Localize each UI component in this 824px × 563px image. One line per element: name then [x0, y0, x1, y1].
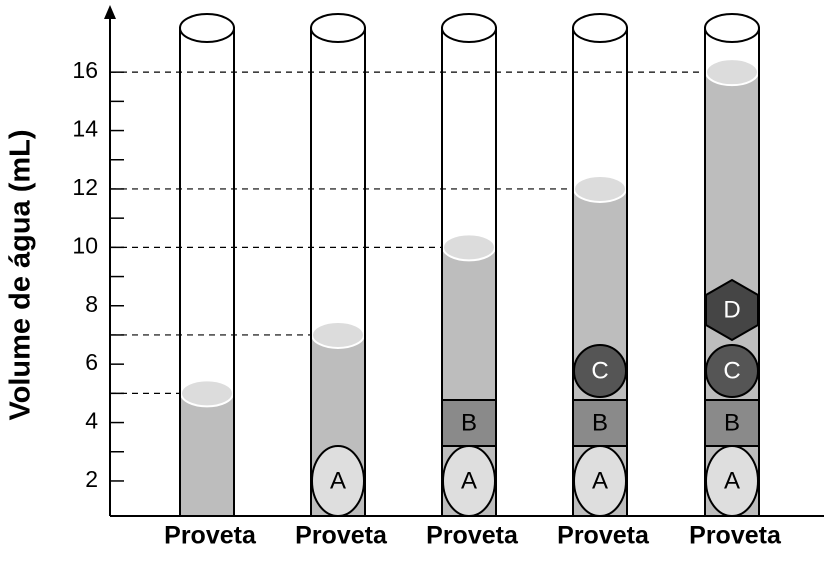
water-surface	[180, 379, 234, 408]
x-tick-label: Proveta	[557, 522, 650, 550]
object-label: A	[592, 467, 608, 494]
object-c	[705, 344, 759, 398]
water-surface	[705, 58, 759, 87]
water-surface	[442, 233, 496, 262]
object-label: A	[461, 467, 477, 494]
cylinder-top	[441, 13, 497, 43]
y-tick-label: 6	[85, 349, 98, 375]
x-tick-label: Proveta	[689, 522, 782, 550]
y-tick-label: 12	[72, 174, 98, 200]
object-label: C	[723, 357, 740, 384]
object-b	[704, 399, 760, 447]
y-tick-label: 2	[85, 466, 98, 492]
y-tick-label: 10	[72, 232, 98, 258]
object-label: A	[330, 467, 346, 494]
cylinder-top	[179, 13, 235, 43]
y-axis-label: Volume de água (mL)	[5, 129, 37, 420]
object-label: B	[461, 409, 477, 436]
object-label: B	[724, 409, 740, 436]
x-tick-label: Proveta	[426, 522, 519, 550]
cylinder-top	[310, 13, 366, 43]
cylinder-top	[572, 13, 628, 43]
y-axis-arrow	[104, 5, 116, 19]
water-surface	[311, 320, 365, 349]
object-label: D	[723, 296, 740, 323]
water	[181, 393, 233, 516]
object-label: B	[592, 409, 608, 436]
object-c	[573, 344, 627, 398]
object-d	[705, 278, 759, 342]
y-tick-label: 4	[85, 408, 98, 434]
y-tick-label: 8	[85, 291, 98, 317]
object-label: C	[591, 357, 608, 384]
cylinder-top	[704, 13, 760, 43]
x-tick-label: Proveta	[295, 522, 388, 550]
object-label: A	[724, 467, 740, 494]
y-tick-label: 14	[72, 116, 98, 142]
object-b	[441, 399, 497, 447]
object-b	[572, 399, 628, 447]
y-tick-label: 16	[72, 57, 98, 83]
x-tick-label: Proveta	[164, 522, 257, 550]
water-surface	[573, 174, 627, 203]
